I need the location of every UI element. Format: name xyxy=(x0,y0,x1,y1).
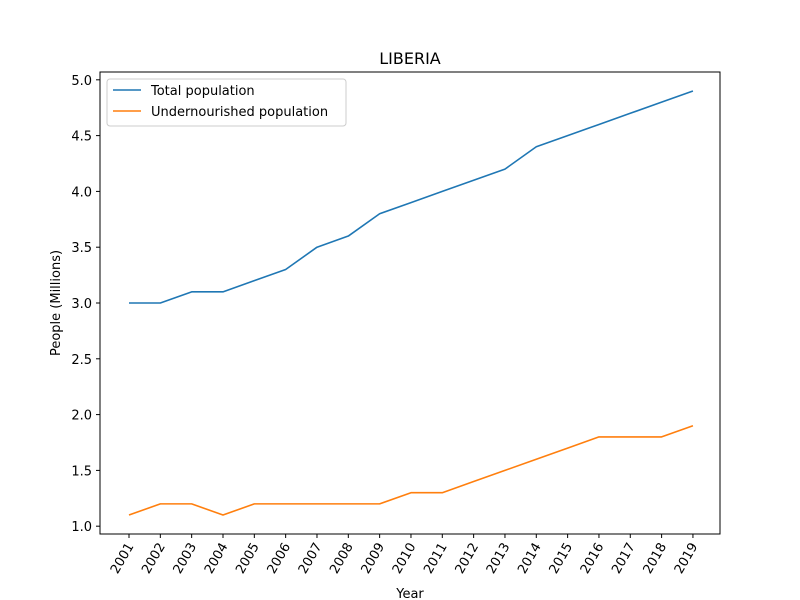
y-axis-label: People (Millions) xyxy=(49,250,64,356)
x-tick-label: 2001 xyxy=(108,541,138,577)
series-line-total-population xyxy=(129,90,694,304)
x-tick-label: 2017 xyxy=(609,541,639,577)
y-tick-label: 4.0 xyxy=(71,185,92,200)
y-tick-label: 3.5 xyxy=(71,241,92,256)
x-tick-label: 2019 xyxy=(672,541,702,577)
y-tick-label: 2.0 xyxy=(71,409,92,424)
y-tick-label: 4.5 xyxy=(71,130,92,145)
plot-area-frame xyxy=(99,71,721,535)
x-tick-label: 2018 xyxy=(641,541,671,577)
y-tick-label: 2.5 xyxy=(71,353,92,368)
x-axis-label: Year xyxy=(395,587,424,600)
x-tick-label: 2012 xyxy=(453,541,483,577)
chart-title: LIBERIA xyxy=(379,49,441,68)
legend: Total population Undernourished populatio… xyxy=(106,78,347,127)
legend-box xyxy=(106,78,347,127)
legend-label: Undernourished population xyxy=(151,105,328,120)
x-tick-label: 2005 xyxy=(233,541,263,577)
x-tick-label: 2011 xyxy=(421,541,451,577)
x-tick-label: 2004 xyxy=(202,541,232,577)
x-tick-label: 2013 xyxy=(484,541,514,577)
x-tick-label: 2010 xyxy=(390,541,420,577)
x-tick-label: 2014 xyxy=(515,541,545,577)
x-tick-label: 2008 xyxy=(327,541,357,577)
x-tick-label: 2015 xyxy=(547,541,577,577)
x-tick-label: 2002 xyxy=(139,541,169,577)
x-tick-label: 2007 xyxy=(296,541,326,577)
y-tick-label: 1.0 xyxy=(71,520,92,535)
y-tick-label: 3.0 xyxy=(71,297,92,312)
x-tick-label: 2009 xyxy=(359,541,389,577)
y-tick-label: 5.0 xyxy=(71,74,92,89)
legend-label: Total population xyxy=(150,84,255,99)
x-tick-label: 2003 xyxy=(171,541,201,577)
series-lines xyxy=(128,90,694,516)
x-tick-label: 2016 xyxy=(578,541,608,577)
x-tick-label: 2006 xyxy=(265,541,295,577)
series-line-undernourished-population xyxy=(128,424,694,516)
y-tick-label: 1.5 xyxy=(71,464,92,479)
